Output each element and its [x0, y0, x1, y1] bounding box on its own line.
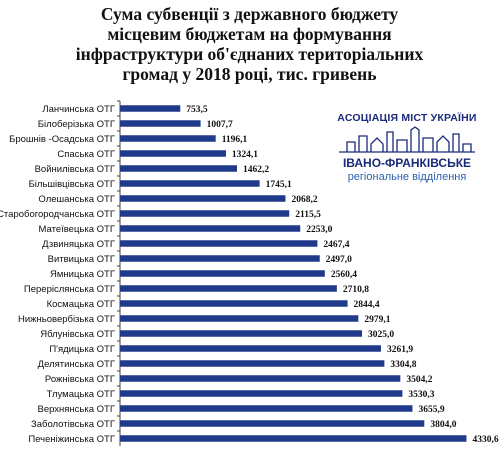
bar — [120, 315, 359, 322]
category-label: Яблунівська ОТГ — [40, 329, 115, 340]
logo-region-name: ІВАНО-ФРАНКІВСЬКЕ — [342, 156, 472, 170]
value-label: 2253,0 — [306, 225, 332, 235]
category-label: Рожнівська ОТГ — [45, 374, 115, 385]
value-label: 1007,7 — [207, 120, 233, 130]
category-label: Матеївецька ОТГ — [38, 224, 115, 235]
category-label: Спаська ОТГ — [57, 149, 115, 160]
category-label: Переріслянська ОТГ — [24, 284, 115, 295]
category-label: Більшівцівська ОТГ — [29, 179, 115, 190]
category-label: Верхнянська ОТГ — [37, 404, 115, 415]
bar — [120, 405, 413, 412]
bar — [120, 345, 381, 352]
value-label: 2710,8 — [343, 285, 369, 295]
chart-title: Сума субвенції з державного бюджету місц… — [0, 4, 499, 84]
value-label: 2497,0 — [326, 255, 352, 265]
category-label: Витвицька ОТГ — [48, 254, 115, 265]
bar — [120, 150, 226, 157]
value-label: 753,5 — [186, 105, 208, 115]
value-label: 1324,1 — [232, 150, 258, 160]
bar — [120, 420, 425, 427]
bar — [120, 255, 320, 262]
value-label: 2844,4 — [354, 300, 380, 310]
bar — [120, 165, 237, 172]
bar — [120, 120, 201, 127]
title-line-4: громад у 2018 році, тис. гривень — [122, 64, 377, 84]
value-label: 3025,0 — [368, 330, 394, 340]
bar — [120, 330, 362, 337]
association-logo: АСОЦІАЦІЯ МІСТ УКРАЇНИ ІВАНО-ФРАНКІВСЬКЕ… — [337, 112, 477, 186]
value-label: 1196,1 — [222, 135, 248, 145]
value-label: 4330,6 — [472, 435, 498, 445]
value-label: 3530,3 — [408, 390, 434, 400]
bar — [120, 105, 181, 112]
category-label: Тлумацька ОТГ — [47, 389, 115, 400]
bar — [120, 180, 260, 187]
category-label: Дзвиняцька ОТГ — [42, 239, 115, 250]
bar — [120, 270, 325, 277]
bar — [120, 375, 401, 382]
category-label: Войнилівська ОТГ — [35, 164, 115, 175]
logo-association-name: АСОЦІАЦІЯ МІСТ УКРАЇНИ — [337, 112, 477, 124]
value-label: 3804,0 — [430, 420, 456, 430]
value-label: 2467,4 — [323, 240, 349, 250]
value-label: 3504,2 — [406, 375, 432, 385]
bar — [120, 285, 337, 292]
bar — [120, 360, 385, 367]
bar — [120, 195, 286, 202]
category-label: Нижньовербізька ОТГ — [18, 314, 115, 325]
bar — [120, 225, 301, 232]
title-line-3: інфраструктури об'єднаних територіальних — [75, 44, 424, 64]
value-label: 3304,8 — [390, 360, 416, 370]
category-label: Заболотівська ОТГ — [31, 419, 115, 430]
value-label: 1462,2 — [243, 165, 269, 175]
category-label: Делятинська ОТГ — [38, 359, 115, 370]
bar — [120, 390, 403, 397]
category-label: Олешанська ОТГ — [38, 194, 115, 205]
category-label: Ланчинська ОТГ — [42, 104, 115, 115]
value-label: 2115,5 — [295, 210, 321, 220]
category-label: Печеніжинська ОТГ — [28, 434, 115, 445]
value-label: 3655,9 — [418, 405, 444, 415]
value-label: 2979,1 — [364, 315, 390, 325]
bar — [120, 135, 216, 142]
title-line-1: Сума субвенції з державного бюджету — [100, 4, 399, 24]
value-label: 3261,9 — [387, 345, 413, 355]
category-label: П'ядицька ОТГ — [49, 344, 115, 355]
category-label: Старобогородчанська ОТГ — [0, 209, 115, 220]
logo-department: регіональне відділення — [347, 171, 467, 183]
city-skyline-icon — [339, 126, 475, 153]
title-line-2: місцевим бюджетам на формування — [107, 24, 392, 44]
category-label: Космацька ОТГ — [47, 299, 115, 310]
bar — [120, 300, 348, 307]
bar — [120, 210, 290, 217]
bar — [120, 435, 467, 442]
category-label: Ямницька ОТГ — [50, 269, 115, 280]
value-label: 2560,4 — [331, 270, 357, 280]
value-label: 2068,2 — [291, 195, 317, 205]
category-label: Білоберізька ОТГ — [38, 119, 115, 130]
category-label: Брошнів -Осадська ОТГ — [9, 134, 115, 145]
value-label: 1745,1 — [266, 180, 292, 190]
bar — [120, 240, 318, 247]
